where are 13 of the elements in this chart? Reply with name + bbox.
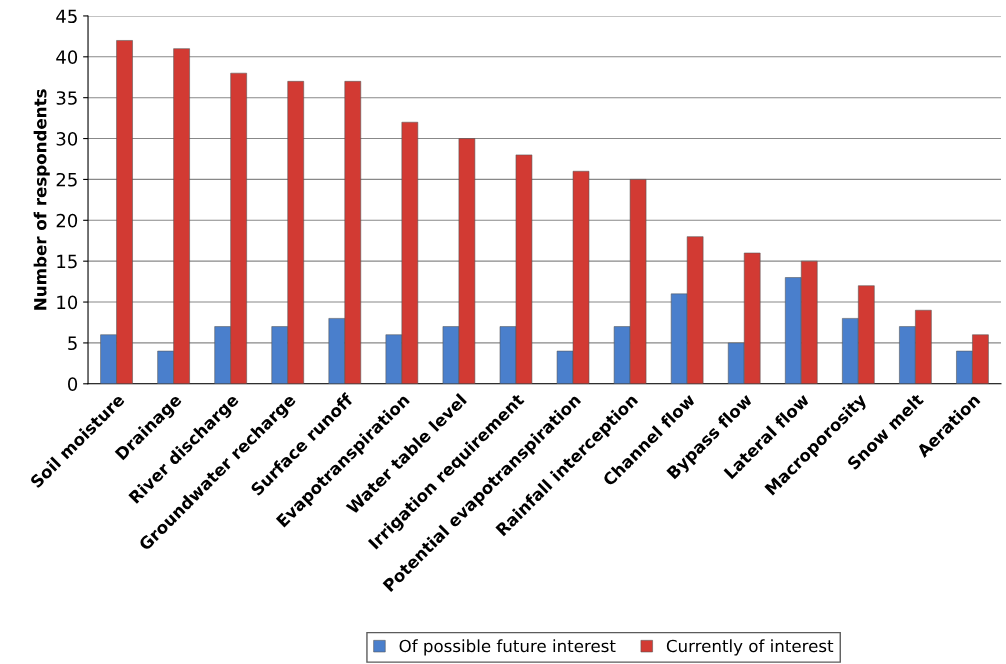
y-tick-label: 0 bbox=[68, 377, 78, 391]
y-tick-label: 35 bbox=[56, 91, 77, 105]
y-tick-label: 20 bbox=[56, 213, 78, 228]
y-tick-label: 5 bbox=[68, 336, 77, 351]
y-tick-label: 25 bbox=[56, 172, 77, 187]
y-tick-label: 15 bbox=[57, 254, 77, 269]
y-tick-label: 30 bbox=[56, 132, 78, 146]
y-tick-label: 40 bbox=[56, 50, 78, 64]
y-tick-label: 45 bbox=[56, 9, 77, 24]
y-tick-label: 10 bbox=[57, 295, 78, 310]
legend-label: Currently of interest bbox=[666, 639, 834, 656]
y-axis-title: Number of respondents bbox=[33, 89, 50, 310]
legend-label: Of possible future interest bbox=[399, 639, 616, 656]
